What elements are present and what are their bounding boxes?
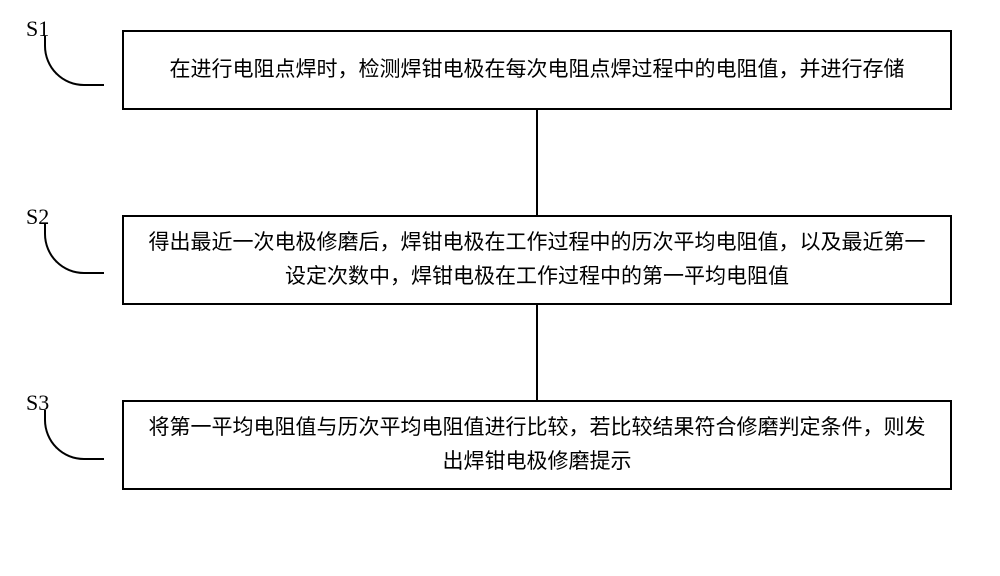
connector-s1-s2 <box>536 110 538 215</box>
curve-connector-s1 <box>44 36 104 86</box>
curve-connector-s3 <box>44 410 104 460</box>
step-box-s2: 得出最近一次电极修磨后，焊钳电极在工作过程中的历次平均电阻值，以及最近第一设定次… <box>122 215 952 305</box>
step-text-s1: 在进行电阻点焊时，检测焊钳电极在每次电阻点焊过程中的电阻值，并进行存储 <box>170 53 905 87</box>
connector-s2-s3 <box>536 305 538 400</box>
step-text-s3: 将第一平均电阻值与历次平均电阻值进行比较，若比较结果符合修磨判定条件，则发出焊钳… <box>144 411 930 478</box>
step-text-s2: 得出最近一次电极修磨后，焊钳电极在工作过程中的历次平均电阻值，以及最近第一设定次… <box>144 226 930 293</box>
flowchart-container: S1 在进行电阻点焊时，检测焊钳电极在每次电阻点焊过程中的电阻值，并进行存储 S… <box>0 0 1000 576</box>
step-box-s3: 将第一平均电阻值与历次平均电阻值进行比较，若比较结果符合修磨判定条件，则发出焊钳… <box>122 400 952 490</box>
step-box-s1: 在进行电阻点焊时，检测焊钳电极在每次电阻点焊过程中的电阻值，并进行存储 <box>122 30 952 110</box>
curve-connector-s2 <box>44 224 104 274</box>
